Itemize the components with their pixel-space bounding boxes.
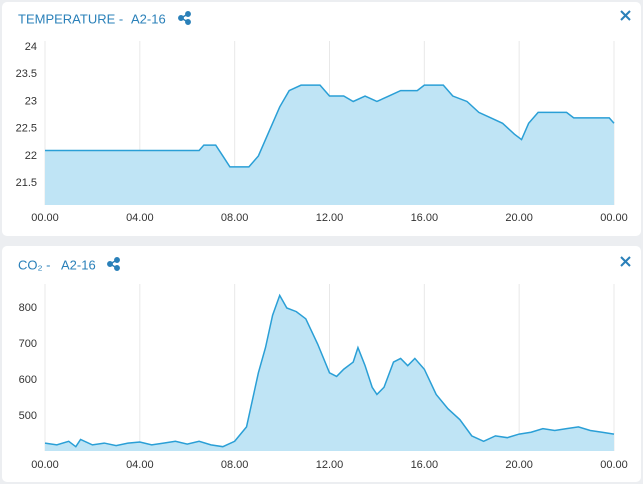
x-tick-label: 20.00 <box>505 459 533 471</box>
share-icon[interactable] <box>178 11 191 25</box>
x-tick-label: 00.00 <box>31 212 59 224</box>
y-tick-label: 23 <box>25 95 37 107</box>
line <box>45 84 615 168</box>
chart-title: CO₂ - <box>18 257 51 272</box>
chart: TEMPERATURE - A2-16 00.00 04.00 08.00 12.00… <box>16 10 631 224</box>
x-tick-label: 16.00 <box>411 459 439 471</box>
share-icon[interactable] <box>107 257 120 271</box>
x-tick-label: 04.00 <box>126 459 154 471</box>
chart-subtitle: A2-16 <box>61 257 96 272</box>
y-tick-label: 21.5 <box>16 177 37 189</box>
x-tick-label: 08.00 <box>221 212 249 224</box>
y-tick-label: 22.5 <box>16 123 37 135</box>
x-tick-label: 12.00 <box>316 459 344 471</box>
y-tick-label: 600 <box>19 374 37 386</box>
chart: CO₂ - A2-16 00.00 04.00 08.00 12.00 16.00 20.… <box>18 256 631 471</box>
x-tick-label: 20.00 <box>505 212 533 224</box>
y-tick-label: 22 <box>25 150 37 162</box>
line <box>44 293 615 448</box>
y-tick-label: 800 <box>19 302 37 314</box>
x-tick-label: 12.00 <box>316 212 344 224</box>
chart-subtitle: A2-16 <box>131 11 166 26</box>
x-tick-label: 00.00 <box>600 459 628 471</box>
y-tick-label: 500 <box>19 410 37 422</box>
x-tick-label: 16.00 <box>411 212 439 224</box>
close-button[interactable] <box>620 256 631 267</box>
area <box>45 85 614 205</box>
x-tick-label: 00.00 <box>600 212 628 224</box>
x-tick-label: 04.00 <box>126 212 154 224</box>
y-tick-label: 700 <box>19 338 37 350</box>
y-tick-label: 24 <box>25 41 37 53</box>
y-tick-label: 23.5 <box>16 68 37 80</box>
x-tick-label: 08.00 <box>221 459 249 471</box>
x-tick-label: 00.00 <box>31 459 59 471</box>
close-button[interactable] <box>620 10 631 21</box>
chart-title: TEMPERATURE - <box>18 11 123 26</box>
